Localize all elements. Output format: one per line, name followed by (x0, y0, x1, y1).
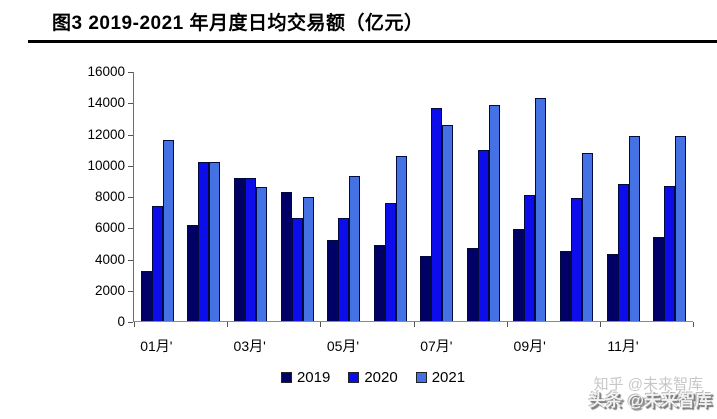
y-axis-label-2000: 2000 (94, 282, 125, 298)
bar-2021-04月 (302, 196, 314, 321)
bar-2021-08月 (488, 104, 500, 321)
bar-2019-01月 (140, 271, 152, 321)
bar-2021-06月 (395, 156, 407, 321)
bar-2021-07月 (442, 124, 454, 321)
bar-group-04月 (280, 72, 314, 321)
bar-2021-10月 (581, 152, 593, 321)
bar-2020-11月 (617, 184, 629, 321)
bar-2020-12月 (664, 185, 676, 321)
bar-2021-11月 (628, 135, 640, 321)
bar-2021-01月 (162, 140, 174, 321)
bar-2020-08月 (477, 149, 489, 321)
y-axis-tick-2000 (128, 290, 133, 292)
legend-label-2019: 2019 (296, 369, 331, 386)
bar-2020-03月 (244, 177, 256, 321)
legend-swatch-2021 (415, 372, 427, 383)
watermark-zhihu: 知乎 @未来智库 (593, 376, 703, 393)
y-axis-tick-6000 (128, 228, 133, 230)
x-axis-tick-0 (134, 322, 135, 327)
bar-2020-02月 (198, 162, 210, 321)
bar-group-12月 (653, 72, 687, 321)
y-axis-tick-8000 (128, 197, 133, 198)
bar-2019-06月 (373, 244, 385, 321)
bar-2020-10月 (570, 198, 582, 321)
y-axis-label-0: 0 (117, 314, 125, 329)
x-axis-tick-1 (227, 322, 229, 327)
bar-group-09月 (513, 72, 547, 321)
title-divider (28, 40, 717, 43)
bar-2020-09月 (524, 194, 536, 321)
x-axis-label-09: 09月' (513, 338, 546, 354)
y-axis-label-4000: 4000 (94, 251, 125, 267)
x-axis-label-05: 05月' (326, 338, 360, 354)
watermark-toutiao: 头条 @未来智库 (588, 391, 712, 410)
legend-swatch-2020 (348, 372, 360, 383)
x-axis-tick-5 (599, 322, 601, 327)
legend-item-2021: 2021 (415, 369, 466, 386)
bar-group-03月 (233, 72, 267, 321)
y-axis-label-14000: 14000 (87, 95, 125, 111)
bar-2019-05月 (327, 240, 339, 321)
bar-2019-10月 (559, 250, 571, 321)
x-axis-tick-3 (413, 322, 415, 327)
y-axis-tick-0 (128, 322, 133, 323)
legend-item-2020: 2020 (348, 369, 398, 386)
bar-2021-09月 (535, 98, 547, 321)
bar-2019-12月 (653, 236, 665, 321)
bar-group-08月 (466, 72, 500, 321)
y-axis-label-6000: 6000 (94, 220, 125, 236)
y-axis-label-8000: 8000 (94, 189, 125, 204)
legend-label-2021: 2021 (431, 369, 466, 386)
bar-2019-03月 (233, 177, 245, 321)
bar-group-07月 (420, 72, 454, 321)
plot-area (128, 72, 694, 327)
bar-2021-05月 (349, 176, 361, 321)
bar-2019-04月 (280, 191, 292, 321)
bar-2019-07月 (420, 255, 432, 321)
bar-2021-03月 (255, 187, 267, 321)
bar-2019-08月 (466, 247, 478, 321)
y-axis-tick-10000 (128, 165, 133, 167)
bar-group-02月 (187, 72, 221, 321)
bar-group-10月 (559, 72, 593, 321)
x-axis-label-11: 11月' (607, 338, 639, 354)
bar-2020-06月 (384, 202, 396, 321)
legend-swatch-2019 (280, 372, 292, 383)
bar-group-01月 (140, 72, 174, 321)
x-axis-tick-6 (693, 322, 694, 327)
bar-2020-01月 (151, 205, 163, 321)
y-axis-tick-12000 (128, 134, 133, 136)
y-axis-tick-4000 (128, 259, 133, 261)
page-title: 图3 2019-2021 年月度日均交易额（亿元） (52, 13, 424, 34)
bar-2021-12月 (675, 135, 687, 321)
bar-2019-09月 (513, 229, 525, 321)
y-axis-label-16000: 16000 (87, 64, 125, 79)
x-axis-label-07: 07月' (420, 338, 453, 354)
legend-item-2019: 2019 (280, 369, 331, 386)
x-axis-label-03: 03月' (233, 338, 266, 354)
x-axis-label-01: 01月' (140, 338, 173, 354)
legend-label-2020: 2020 (364, 369, 398, 386)
x-axis-tick-2 (320, 322, 322, 327)
bar-group-06月 (373, 72, 407, 321)
bar-group-11月 (606, 72, 640, 321)
bar-group-05月 (327, 72, 361, 321)
y-axis-tick-16000 (128, 72, 133, 73)
bar-2021-02月 (209, 162, 221, 321)
y-axis-tick-14000 (128, 103, 133, 105)
y-axis-label-10000: 10000 (87, 157, 125, 173)
chart-legend: 2019 2020 2021 (133, 369, 613, 386)
bar-2020-07月 (431, 107, 443, 321)
bar-2019-11月 (606, 254, 618, 321)
y-axis-label-12000: 12000 (87, 126, 125, 142)
bar-2020-05月 (338, 218, 350, 321)
x-axis-labels: 01月' 03月' 05月' 07月' 09月' 11月' (133, 336, 693, 356)
bar-2019-02月 (187, 224, 199, 321)
bar-2020-04月 (291, 218, 303, 321)
x-axis-tick-4 (506, 322, 508, 327)
